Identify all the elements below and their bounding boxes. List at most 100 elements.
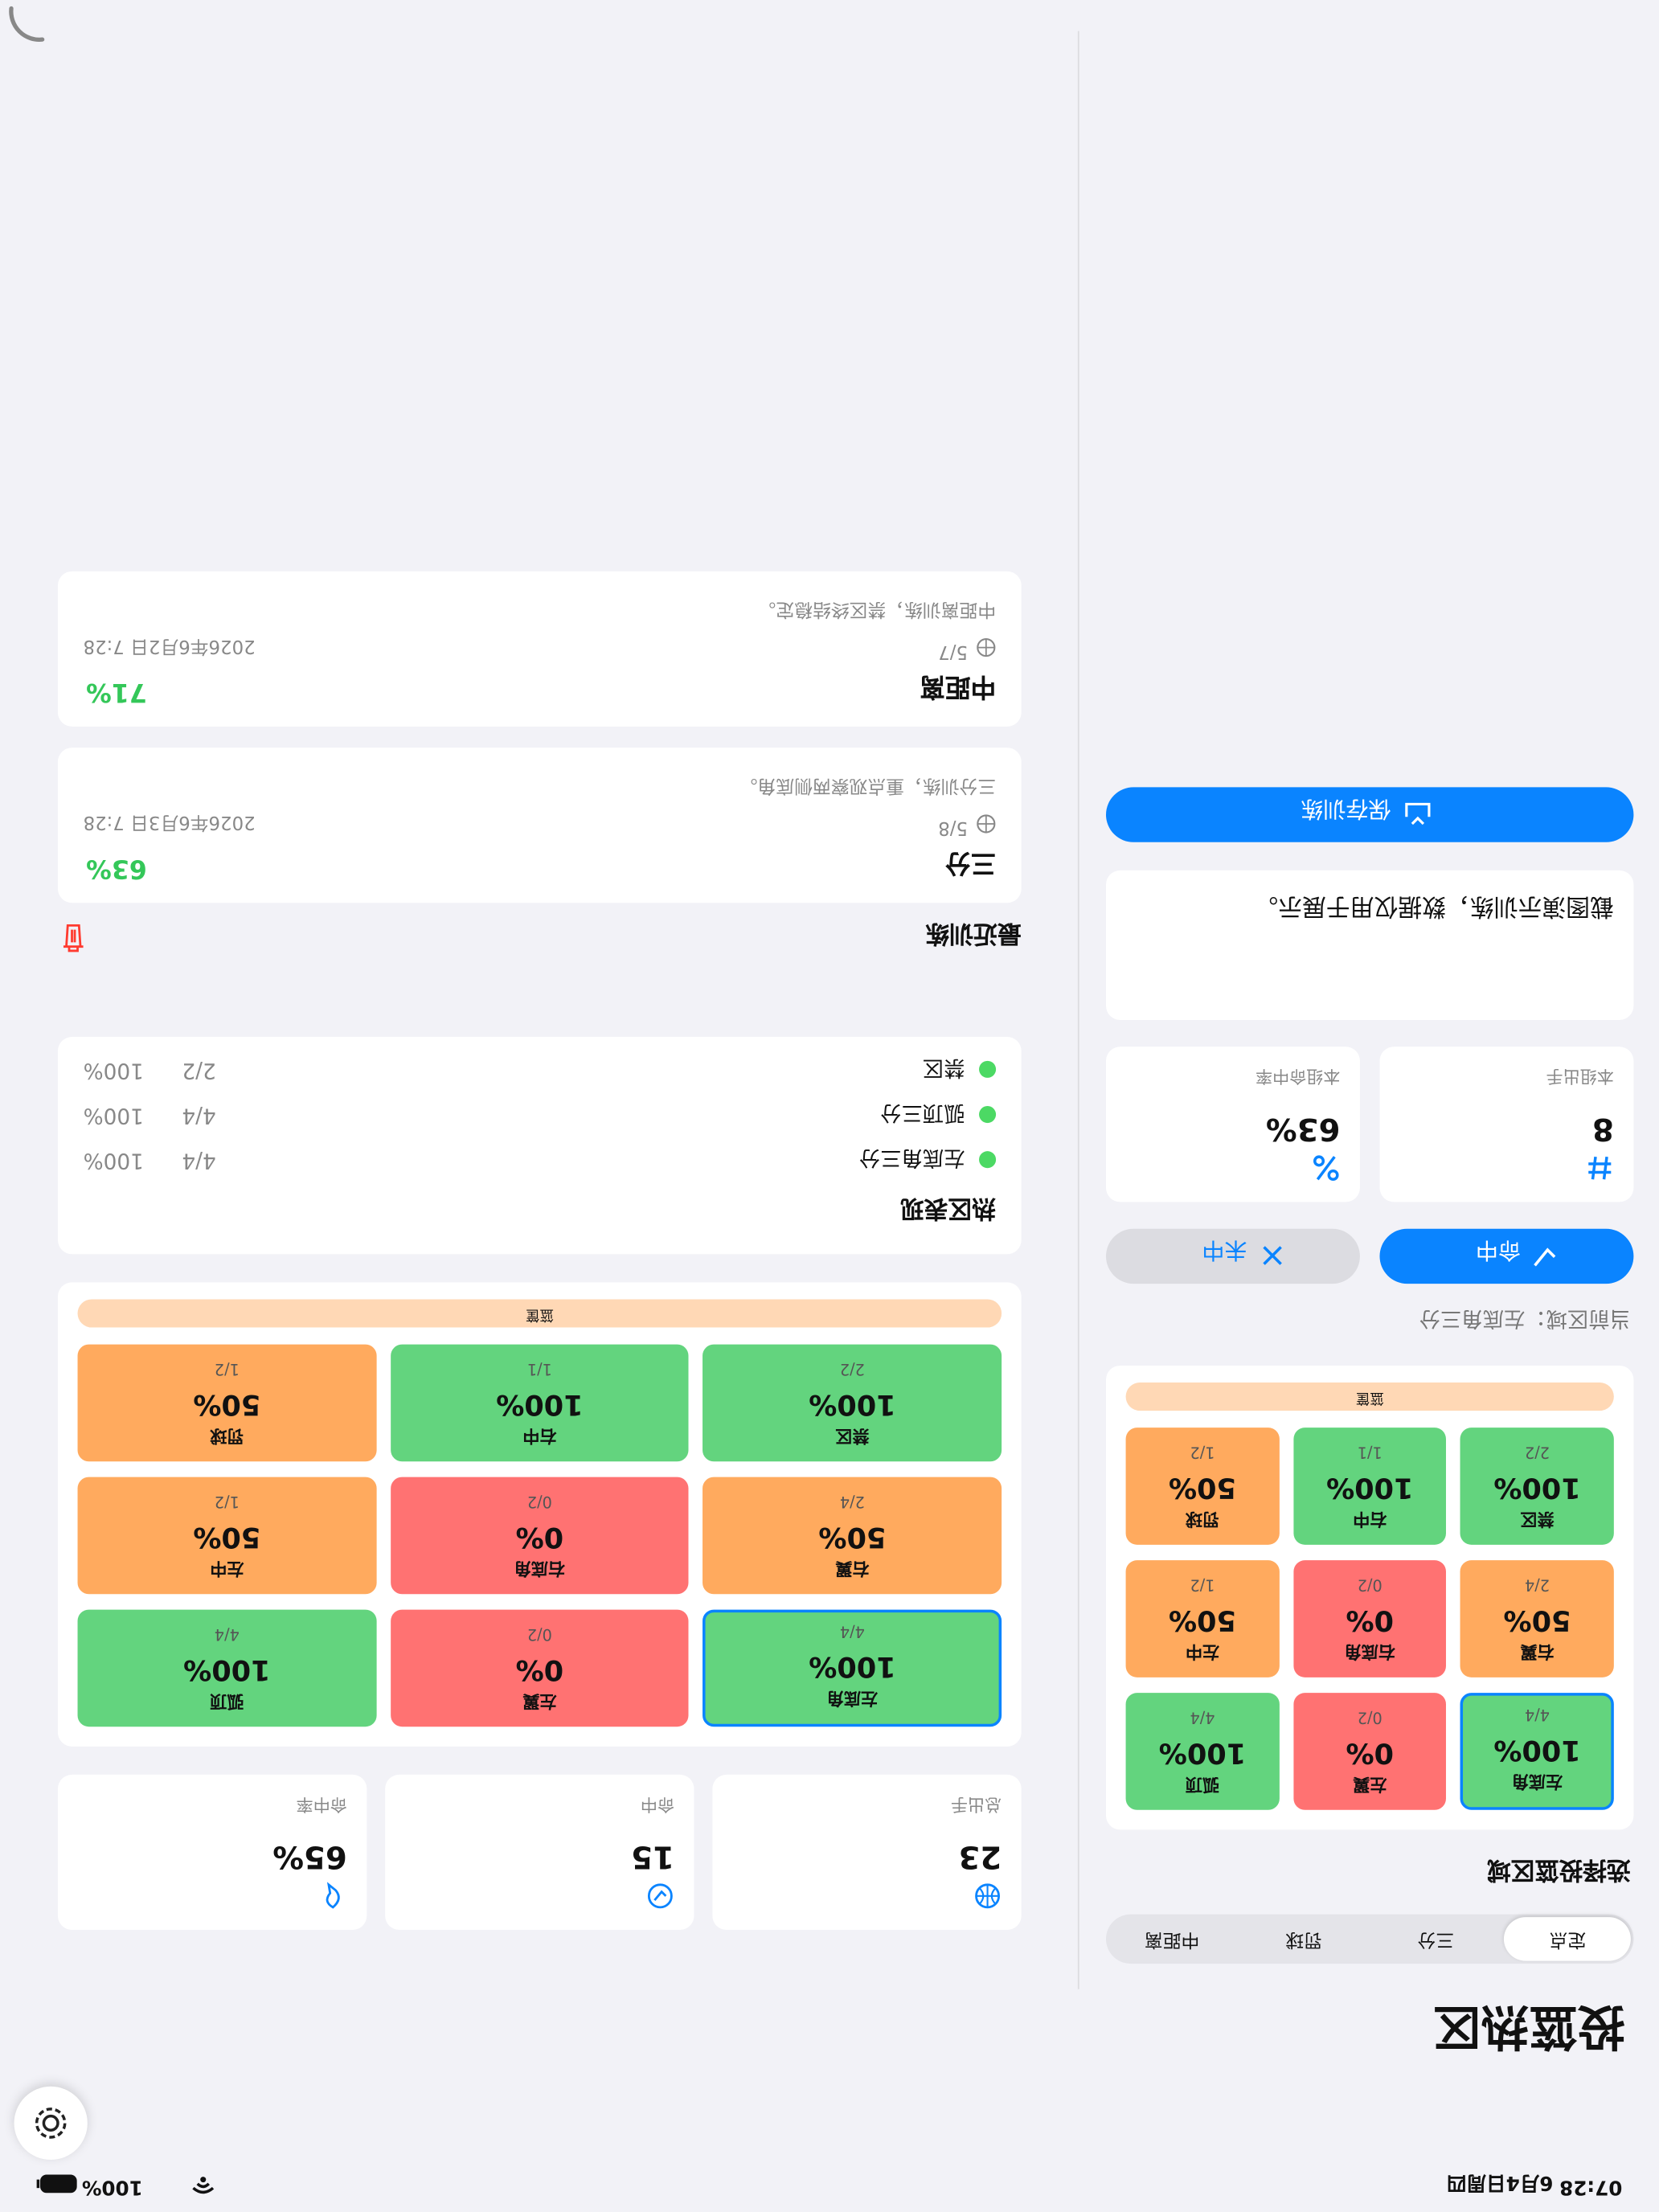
zone-button[interactable]: 左中 50% 1/2	[1125, 1560, 1280, 1677]
stat-value: 23	[958, 1837, 1002, 1874]
session-mode: 中距离	[920, 671, 997, 702]
mode-option[interactable]: 定点	[1504, 1917, 1631, 1961]
session-note: 中距离训练，禁区终结稳定。	[757, 598, 997, 620]
zone-rate: 50%	[818, 1521, 887, 1555]
zone-button[interactable]: 右翼 50% 2/4	[1460, 1560, 1614, 1677]
settings-button[interactable]	[14, 2086, 88, 2161]
zone-made: 1/2	[1190, 1575, 1215, 1595]
zone-rate: 0%	[515, 1653, 564, 1688]
zone-made: 1/1	[526, 1359, 552, 1378]
zone-name: 右底角	[1344, 1641, 1395, 1662]
battery-text: 100%	[81, 2175, 143, 2198]
hash-icon	[1586, 1149, 1614, 1182]
page-title: 投篮热区	[1433, 1997, 1625, 2054]
zone-button[interactable]: 禁区 100% 2/2	[703, 1344, 1002, 1462]
zone-made: 0/2	[1357, 1708, 1382, 1727]
mode-option[interactable]: 中距离	[1144, 1928, 1200, 1950]
session-rate: 71%	[86, 677, 147, 707]
zone-button[interactable]: 罚球 50% 1/2	[1125, 1428, 1280, 1545]
mode-option[interactable]: 三分	[1417, 1928, 1455, 1950]
hot-zone-made: 4/4	[182, 1103, 216, 1129]
hot-zone-made: 4/4	[182, 1148, 216, 1174]
stat-label: 总出手	[950, 1794, 1002, 1815]
zone-button[interactable]: 左底角 100% 4/4	[703, 1609, 1002, 1727]
status-time: 07:28	[1559, 2175, 1623, 2198]
settings-button-graphic	[35, 2108, 67, 2139]
note-text: 截图演示训练，数据仅用于展示。	[1254, 891, 1614, 920]
hot-zone-dot	[979, 1060, 997, 1078]
save-label: 保存训练	[1301, 795, 1391, 823]
zone-made: 4/4	[1524, 1705, 1550, 1724]
court-card: 左底角 100% 4/4 左翼 0% 0/2 弧顶 100% 4/4 右翼 50% 2/4 右底角 0% 0…	[1106, 1365, 1634, 1830]
stat-icon-graphic	[326, 1882, 340, 1909]
hot-zone-dot	[979, 1151, 997, 1169]
save-icon-graphic	[1405, 802, 1431, 825]
zone-rate: 50%	[193, 1521, 261, 1555]
zone-made: 2/4	[839, 1492, 865, 1511]
zone-name: 右翼	[835, 1559, 870, 1579]
session-date: 2026年6月2日 7:28	[83, 634, 256, 657]
stat-icon	[319, 1876, 347, 1910]
stat-icon	[973, 1876, 1002, 1910]
wifi-icon	[190, 2169, 216, 2196]
zone-button[interactable]: 右底角 0% 0/2	[1292, 1560, 1447, 1677]
zone-name: 右中	[1353, 1509, 1387, 1530]
session-ball-icon	[977, 632, 997, 658]
zone-name: 右中	[522, 1426, 557, 1446]
delete-button[interactable]	[59, 917, 88, 954]
hot-zone-card: 热区表现 左底角三分 4/4 100% 弧顶三分 4/4 100% 禁区 2/2 100%	[57, 1037, 1022, 1255]
session-card[interactable]: 中距离 71% 5/7 2026年6月2日 7:28 中距离训练，禁区终结稳定。	[57, 571, 1022, 727]
mode-picker: 定点 三分 罚球 中距离	[1106, 1914, 1634, 1964]
hot-zone-dot	[979, 1106, 997, 1124]
mode-option[interactable]: 罚球	[1285, 1928, 1322, 1950]
zone-button[interactable]: 弧顶 100% 4/4	[77, 1609, 377, 1727]
set-shots-label: 本组出手	[1546, 1066, 1614, 1087]
wifi-icon-graphic	[192, 2177, 215, 2194]
zone-rate: 100%	[1326, 1471, 1414, 1505]
loading-spinner-graphic	[9, 6, 45, 42]
session-card[interactable]: 三分 63% 5/8 2026年6月3日 7:28 三分训练，重点观察两侧底角。	[57, 748, 1022, 903]
zone-rate: 50%	[1168, 1471, 1236, 1505]
zone-button[interactable]: 左中 50% 1/2	[77, 1477, 377, 1595]
hash-icon-graphic	[1588, 1156, 1612, 1180]
session-date: 2026年6月3日 7:28	[83, 811, 256, 833]
zone-button[interactable]: 左底角 100% 4/4	[1460, 1693, 1614, 1810]
zone-rate: 100%	[809, 1388, 896, 1423]
check-icon-graphic	[1534, 1247, 1556, 1267]
court-card: 左底角 100% 4/4 左翼 0% 0/2 弧顶 100% 4/4 右翼 50% 2/4 右底角 0% 0…	[57, 1282, 1022, 1747]
zone-button[interactable]: 右翼 50% 2/4	[703, 1477, 1002, 1595]
zone-made: 2/2	[839, 1359, 865, 1378]
current-zone: 当前区域：左底角三分	[1419, 1306, 1631, 1332]
zone-name: 罚球	[1185, 1509, 1220, 1530]
stat-icon	[646, 1876, 674, 1910]
zone-button[interactable]: 弧顶 100% 4/4	[1125, 1693, 1280, 1810]
zone-button[interactable]: 禁区 100% 2/2	[1460, 1428, 1614, 1545]
miss-button[interactable]: 未中	[1106, 1228, 1360, 1284]
zone-name: 右底角	[514, 1559, 565, 1579]
hoop: 篮筐	[77, 1299, 1002, 1328]
zone-rate: 50%	[1503, 1604, 1571, 1638]
zone-made: 2/4	[1524, 1575, 1550, 1595]
zone-button[interactable]: 罚球 50% 1/2	[77, 1344, 377, 1462]
zone-name: 左底角	[1511, 1772, 1563, 1792]
session-ball-icon-graphic	[977, 638, 996, 657]
zone-rate: 0%	[1346, 1736, 1395, 1771]
save-button[interactable]: 保存训练	[1106, 787, 1634, 842]
made-label: 命中	[1475, 1237, 1522, 1264]
zone-name: 左中	[1185, 1641, 1220, 1662]
zone-button[interactable]: 左翼 0% 0/2	[1292, 1693, 1447, 1810]
battery-icon-graphic	[36, 2174, 77, 2194]
zone-rate: 50%	[193, 1388, 261, 1423]
hoop: 篮筐	[1125, 1382, 1614, 1411]
zone-button[interactable]: 右中 100% 1/1	[390, 1344, 690, 1462]
zone-button[interactable]: 右底角 0% 0/2	[390, 1477, 690, 1595]
zone-button[interactable]: 左翼 0% 0/2	[390, 1609, 690, 1727]
zone-name: 禁区	[835, 1426, 870, 1446]
zone-button[interactable]: 右中 100% 1/1	[1292, 1428, 1447, 1545]
session-ball-icon	[977, 809, 997, 835]
zone-made: 1/2	[214, 1492, 240, 1511]
made-button[interactable]: 命中	[1379, 1228, 1634, 1284]
